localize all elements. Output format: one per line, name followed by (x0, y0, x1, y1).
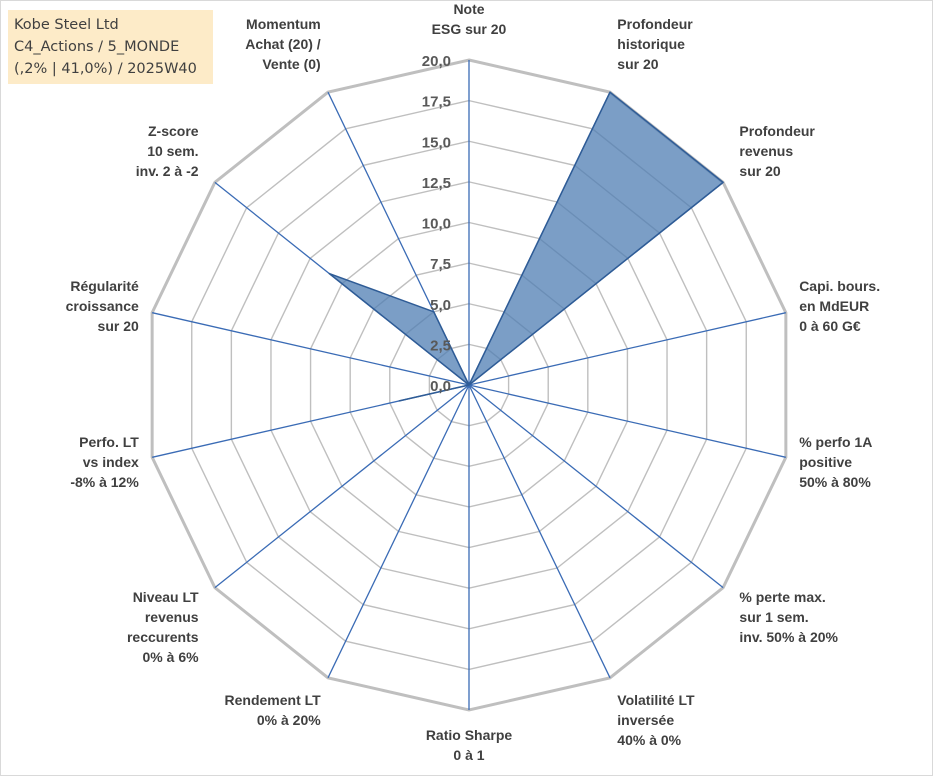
tick-label: 20,0 (422, 53, 451, 70)
axis-label-line: inv. 2 à -2 (136, 163, 199, 179)
tick-label: 17,5 (422, 94, 451, 111)
axis-label: Régularité croissance sur 20 (66, 278, 139, 334)
axis-label-line: Capi. bours. (799, 278, 880, 294)
axis-label: Volatilité LT inversée 40% à 0% (617, 692, 695, 748)
axis-label-line: Momentum (246, 16, 321, 32)
axis-spoke (468, 384, 724, 589)
axis-spoke (468, 384, 786, 458)
tick-label: 5,0 (430, 297, 451, 314)
radar-tick-labels: 0,0 2,5 5,0 7,5 10,0 12,5 15,0 17,5 20,0 (422, 53, 451, 395)
axis-label-line: % perte max. (739, 589, 825, 605)
company-name: Kobe Steel Ltd (14, 17, 119, 33)
tick-label: 7,5 (430, 256, 451, 273)
axis-label-line: sur 20 (617, 56, 658, 72)
axis-label-line: Régularité (70, 278, 139, 294)
axis-label-line: revenus (739, 143, 793, 159)
axis-label: Capi. bours. en MdEUR 0 à 60 G€ (799, 278, 880, 334)
radar-series (328, 91, 724, 402)
axis-label: Z-score 10 sem. inv. 2 à -2 (136, 123, 199, 179)
axis-label-line: sur 20 (98, 318, 139, 334)
tick-label: 12,5 (422, 175, 451, 192)
axis-label-line: croissance (66, 298, 139, 314)
chart-title-box: Kobe Steel Ltd C4_Actions / 5_MONDE (,2%… (8, 10, 213, 84)
axis-label: Momentum Achat (20) / Vente (0) (245, 16, 321, 72)
axis-label: % perte max. sur 1 sem. inv. 50% à 20% (739, 589, 838, 645)
axis-label-line: en MdEUR (799, 298, 869, 314)
series-area (328, 91, 724, 402)
axis-spoke (468, 384, 611, 679)
axis-label-line: Achat (20) / (245, 36, 321, 52)
axis-label-line: Rendement LT (225, 692, 322, 708)
axis-label-line: 0% à 20% (257, 712, 321, 728)
tick-label: 10,0 (422, 216, 451, 233)
axis-label: Ratio Sharpe 0 à 1 (426, 727, 513, 763)
axis-label: Rendement LT 0% à 20% (225, 692, 322, 728)
axis-label: Perfo. LT vs index -8% à 12% (70, 434, 139, 490)
axis-label: Note ESG sur 20 (432, 1, 507, 37)
axis-spoke (468, 312, 786, 386)
axis-label-line: revenus (145, 609, 199, 625)
axis-label-line: -8% à 12% (70, 474, 139, 490)
axis-label: Niveau LT revenus reccurents 0% à 6% (127, 589, 199, 665)
axis-label-line: ESG sur 20 (432, 21, 507, 37)
radar-axis-labels: Note ESG sur 20 Profondeur historique sur 20… (66, 1, 880, 763)
axis-label-line: historique (617, 36, 685, 52)
axis-label-line: % perfo 1A (799, 434, 872, 450)
axis-spoke (214, 384, 470, 589)
axis-spoke (327, 384, 470, 679)
tick-label: 15,0 (422, 134, 451, 151)
axis-label-line: Perfo. LT (79, 434, 139, 450)
axis-label-line: sur 20 (739, 163, 780, 179)
axis-label-line: 50% à 80% (799, 474, 871, 490)
axis-label: % perfo 1A positive 50% à 80% (799, 434, 872, 490)
axis-label-line: positive (799, 454, 852, 470)
axis-label-line: Niveau LT (133, 589, 199, 605)
axis-label-line: Ratio Sharpe (426, 727, 513, 743)
axis-label-line: 0 à 60 G€ (799, 318, 861, 334)
axis-label-line: inversée (617, 712, 674, 728)
axis-label-line: 0% à 6% (143, 649, 200, 665)
axis-label-line: Profondeur (739, 123, 815, 139)
axis-label-line: sur 1 sem. (739, 609, 808, 625)
tick-label: 0,0 (430, 378, 451, 395)
axis-label-line: Profondeur (617, 16, 693, 32)
axis-label-line: Volatilité LT (617, 692, 695, 708)
axis-label-line: reccurents (127, 629, 199, 645)
axis-label-line: Vente (0) (262, 56, 320, 72)
tick-label: 2,5 (430, 337, 451, 354)
portfolio-label: C4_Actions / 5_MONDE (14, 39, 180, 55)
axis-label-line: vs index (83, 454, 139, 470)
axis-label-line: 0 à 1 (453, 747, 484, 763)
axis-label: Profondeur revenus sur 20 (739, 123, 815, 179)
axis-label: Profondeur historique sur 20 (617, 16, 693, 72)
axis-label-line: Note (453, 1, 484, 17)
stats-label: (,2% | 41,0%) / 2025W40 (14, 61, 197, 77)
axis-spoke (152, 312, 470, 386)
axis-label-line: inv. 50% à 20% (739, 629, 838, 645)
axis-label-line: 10 sem. (147, 143, 198, 159)
axis-label-line: Z-score (148, 123, 199, 139)
axis-label-line: 40% à 0% (617, 732, 681, 748)
